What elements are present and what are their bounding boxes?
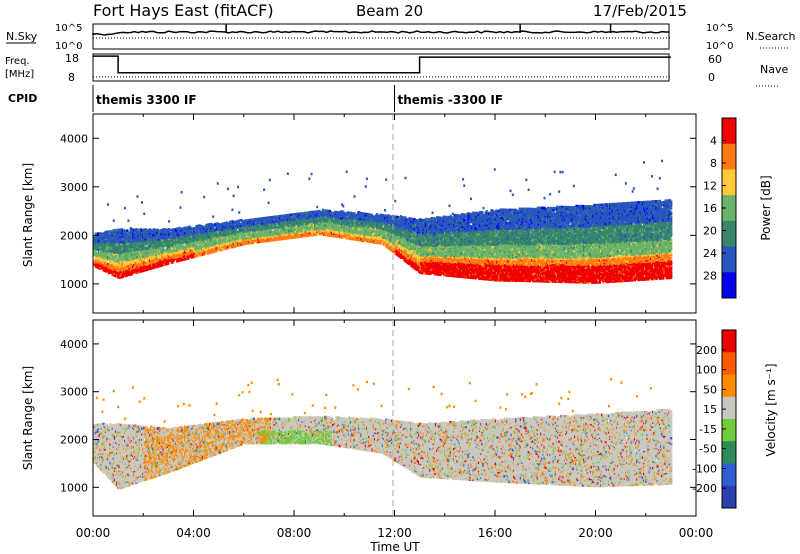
- station-title: Fort Hays East (fitACF): [93, 1, 274, 20]
- nsky-line: [93, 31, 670, 35]
- data-cell-outlier: [136, 195, 138, 198]
- nsky-strip-frame: [93, 24, 669, 49]
- freq-label-line1: Freq.: [5, 56, 30, 67]
- nave-tick-top: 60: [708, 53, 722, 66]
- freq-label-line2: [MHz]: [5, 69, 34, 80]
- nsky-tick-bottom: 10^0: [55, 41, 82, 52]
- nave-label: Nave: [760, 63, 788, 76]
- data-cell-outlier: [107, 203, 109, 206]
- nave-tick-bottom: 0: [708, 71, 715, 84]
- nsky-label: N.Sky: [6, 30, 38, 43]
- cpid-segments: themis 3300 IF themis -3300 IF: [93, 85, 503, 112]
- freq-tick-bottom: 8: [68, 71, 75, 84]
- freq-tick-top: 18: [65, 52, 79, 65]
- cpid-segment-label: themis 3300 IF: [96, 93, 197, 107]
- data-cell: [131, 228, 133, 231]
- nsearch-label: N.Search: [746, 30, 796, 43]
- nsearch-tick-bottom: 10^0: [706, 41, 733, 52]
- nsky-tick-top: 10^5: [55, 23, 82, 34]
- data-cell-outlier: [124, 207, 126, 210]
- data-cell: [104, 259, 106, 262]
- nsky-trace: [93, 24, 671, 38]
- freq-trace: [93, 56, 671, 77]
- data-cell-outlier: [113, 219, 115, 222]
- beam-title: Beam 20: [356, 2, 423, 20]
- data-cell: [126, 229, 128, 232]
- data-cell: [120, 245, 122, 248]
- cpid-label: CPID: [8, 92, 37, 105]
- nsearch-tick-top: 10^5: [706, 23, 733, 34]
- data-cell: [107, 230, 109, 233]
- data-cell-outlier: [127, 219, 129, 222]
- cpid-segment-label: themis -3300 IF: [398, 93, 504, 107]
- range-time-plot: Fort Hays East (fitACF) Beam 20 17/Feb/2…: [0, 0, 800, 554]
- freq-line: [93, 56, 671, 73]
- data-cell: [113, 259, 115, 262]
- date-title: 17/Feb/2015: [593, 2, 687, 20]
